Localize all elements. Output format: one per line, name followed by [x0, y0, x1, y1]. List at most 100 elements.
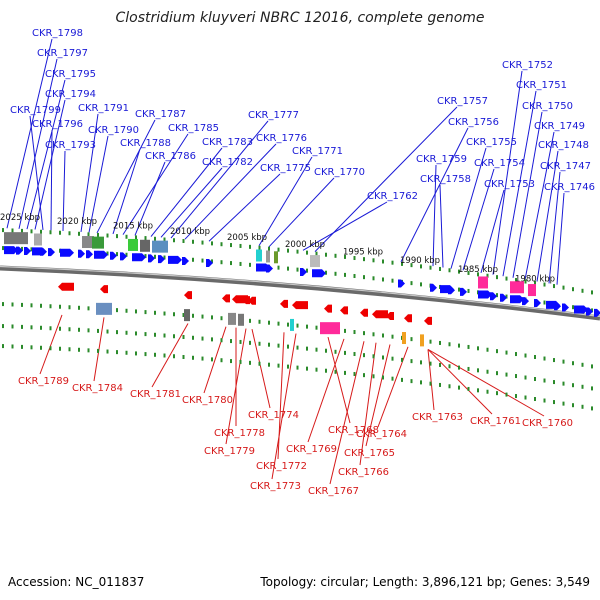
reverse-gene-arrow: [386, 311, 394, 320]
gene-features: [4, 232, 600, 347]
track-dot: [201, 336, 204, 341]
forward-gene-label: CKR_1762: [367, 191, 418, 202]
forward-label-leader: [26, 79, 66, 230]
track-dot: [154, 352, 156, 357]
track-dot: [192, 335, 194, 340]
track-dot: [258, 361, 261, 366]
track-dot: [382, 259, 384, 264]
track-dot: [154, 332, 156, 337]
track-dot: [68, 327, 71, 332]
track-dot: [30, 229, 33, 234]
forward-gene-arrow: [148, 254, 155, 263]
track-dot: [429, 339, 432, 344]
reverse-label-leader: [359, 342, 377, 466]
forward-label-leader: [314, 106, 458, 252]
track-dot: [49, 230, 52, 235]
track-dot: [11, 228, 14, 233]
track-dot: [163, 255, 166, 260]
track-dot: [410, 263, 413, 268]
track-dot: [496, 293, 498, 298]
reverse-label-leader: [203, 326, 227, 394]
track-dot: [496, 371, 498, 376]
track-dot: [211, 241, 213, 246]
track-dot: [97, 232, 99, 237]
scale-tick-label: 2010 kbp: [170, 227, 210, 237]
forward-gene-label: CKR_1746: [544, 182, 595, 193]
track-dot: [268, 342, 270, 347]
forward-gene-label: CKR_1749: [534, 121, 585, 132]
track-dot: [144, 310, 147, 315]
forward-gene-arrow: [48, 248, 55, 257]
track-dot: [277, 247, 280, 252]
forward-gene-arrow: [398, 279, 405, 288]
track-dot: [486, 347, 489, 352]
track-dot: [296, 345, 299, 350]
track-dot: [287, 322, 289, 327]
track-dot: [372, 374, 375, 379]
track-dot: [268, 246, 270, 251]
track-dot: [230, 261, 232, 266]
forward-gene-label: CKR_1796: [32, 119, 83, 130]
reverse-gene-arrow: [424, 316, 432, 325]
track-dot: [125, 350, 128, 355]
forward-gene-label: CKR_1788: [120, 138, 171, 149]
scale-tick-label: 1995 kbp: [343, 248, 383, 258]
track-dot: [201, 356, 204, 361]
track-dot: [192, 257, 194, 262]
track-dot: [401, 261, 403, 266]
track-dot: [372, 258, 375, 263]
track-dot: [296, 323, 299, 328]
reverse-gene-label: CKR_1768: [328, 425, 379, 436]
track-dot: [458, 343, 460, 348]
track-dot: [21, 344, 23, 349]
track-dot: [135, 235, 137, 240]
forward-label-leader: [258, 156, 313, 247]
track-dot: [391, 260, 394, 265]
forward-feature-box: [528, 284, 536, 297]
forward-gene-label: CKR_1782: [202, 157, 253, 168]
reverse-gene-label: CKR_1784: [72, 383, 123, 394]
forward-gene-label: CKR_1790: [88, 125, 139, 136]
forward-gene-label: CKR_1794: [45, 89, 96, 100]
forward-gene-label: CKR_1776: [256, 133, 307, 144]
reverse-label-leader: [427, 349, 435, 411]
track-dot: [382, 333, 384, 338]
track-dot: [372, 354, 375, 359]
track-dot: [211, 315, 213, 320]
track-dot: [363, 257, 365, 262]
track-dot: [268, 320, 270, 325]
forward-label-leader: [268, 177, 335, 248]
forward-feature-box: [310, 255, 320, 268]
forward-label-leader: [432, 164, 437, 267]
scale-tick-label: 2020 kbp: [57, 217, 97, 227]
forward-feature-box: [152, 240, 168, 253]
reverse-feature-box: [290, 318, 294, 331]
scale-tick-label: 1980 kbp: [515, 275, 555, 285]
track-dot: [21, 228, 23, 233]
forward-gene-label: CKR_1757: [437, 96, 488, 107]
reverse-feature-box: [96, 302, 112, 315]
reverse-gene-label: CKR_1760: [522, 418, 573, 429]
forward-gene-label: CKR_1795: [45, 69, 96, 80]
forward-label-leader: [302, 201, 388, 251]
forward-gene-label: CKR_1750: [522, 101, 573, 112]
track-dot: [163, 311, 166, 316]
forward-label-leader: [18, 58, 58, 229]
track-dot: [420, 264, 422, 269]
track-dot: [173, 312, 175, 317]
forward-label-leader: [96, 119, 156, 234]
track-dot: [572, 287, 574, 292]
track-dot: [315, 347, 318, 352]
label-leaders: [6, 38, 565, 485]
track-dot: [486, 389, 489, 394]
track-dot: [287, 364, 289, 369]
forward-gene-arrow: [78, 249, 85, 258]
forward-gene-arrow: [4, 246, 18, 255]
track-dot: [116, 330, 118, 335]
reverse-gene-arrow: [184, 291, 192, 300]
track-dot: [572, 305, 574, 310]
reverse-gene-label: CKR_1767: [308, 486, 359, 497]
track-dot: [363, 275, 365, 280]
track-dot: [477, 368, 479, 373]
track-dot: [458, 269, 460, 274]
